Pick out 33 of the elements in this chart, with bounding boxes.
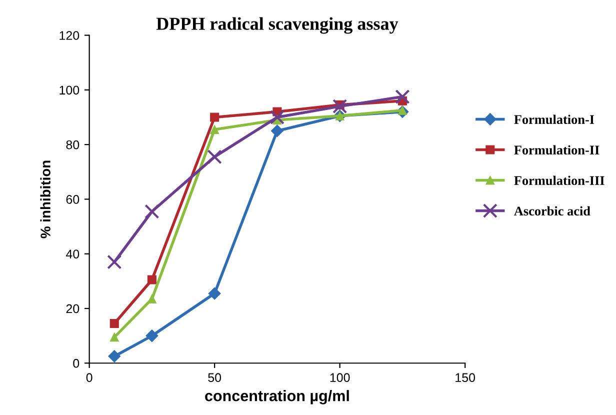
legend-label: Ascorbic acid	[514, 206, 590, 216]
point	[107, 254, 122, 270]
point	[210, 125, 220, 134]
point	[147, 275, 156, 284]
chart-title: DPPH radical scavenging assay	[156, 17, 398, 34]
x-tick-label: 0	[86, 373, 92, 382]
y-tick-label: 40	[66, 250, 80, 258]
point	[270, 110, 284, 125]
point	[146, 330, 158, 342]
y-tick-label: 100	[60, 86, 80, 95]
x-tick-label: 100	[330, 373, 350, 382]
x-axis-title: concentration µg/ml	[205, 390, 349, 404]
point	[207, 150, 222, 164]
point	[110, 332, 119, 342]
y-tick-label: 0	[73, 358, 80, 368]
legend-label: Formulation-III	[514, 176, 604, 186]
point	[110, 318, 119, 328]
y-tick-label: 80	[66, 140, 80, 150]
y-tick-label: 20	[66, 304, 80, 314]
point	[208, 287, 221, 300]
point	[108, 350, 121, 363]
point	[270, 124, 284, 138]
y-axis-title: % inhibition	[40, 160, 50, 238]
legend-label: Formulation-I	[514, 114, 594, 124]
point	[332, 99, 348, 114]
x-tick-label: 150	[456, 373, 476, 382]
point	[210, 112, 220, 122]
y-tick-label: 120	[60, 31, 80, 40]
point	[395, 89, 410, 104]
legend-label: Formulation-II	[514, 145, 600, 155]
y-tick-label: 60	[66, 195, 80, 204]
point	[144, 204, 160, 219]
x-tick-label: 50	[208, 373, 222, 382]
